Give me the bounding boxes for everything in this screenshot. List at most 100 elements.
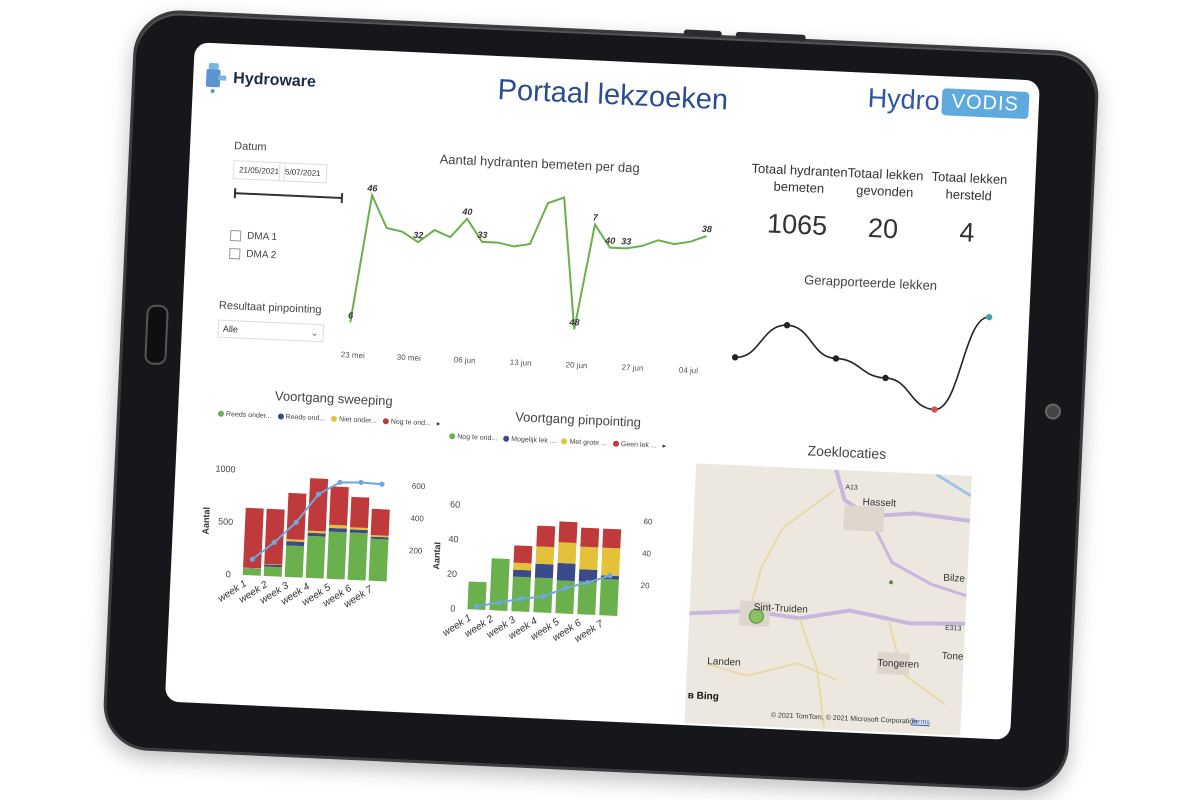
map-label-tone: Tone (941, 650, 964, 663)
bar-segment[interactable] (536, 525, 556, 548)
map-label-tongeren: Tongeren (877, 657, 920, 671)
date-slider-track[interactable] (233, 192, 342, 200)
legend-color-icon (503, 435, 510, 442)
bar-segment[interactable] (602, 528, 622, 549)
bar-segment[interactable] (513, 545, 533, 564)
reported-leaks-line (735, 316, 990, 411)
bar-segment[interactable] (264, 563, 283, 566)
hydrant-icon (205, 62, 227, 94)
bar-segment[interactable] (535, 546, 555, 565)
camera-icon (1044, 403, 1062, 420)
hydrants-series-line (349, 191, 707, 330)
bar-segment[interactable] (329, 486, 349, 526)
bar-segment[interactable] (307, 532, 326, 537)
bar-segment[interactable] (580, 527, 600, 548)
bar-segment[interactable] (555, 580, 575, 614)
bar-segment[interactable] (286, 539, 305, 542)
bar-segment[interactable] (489, 558, 510, 611)
bar-segment[interactable] (286, 492, 307, 540)
date-to-input[interactable]: 5/07/2021 (278, 162, 328, 184)
bar-segment[interactable] (243, 567, 262, 569)
bar-segment[interactable] (326, 531, 347, 580)
dma1-checkbox[interactable] (229, 230, 242, 242)
bar-segment[interactable] (534, 563, 554, 579)
bar-segment[interactable] (511, 576, 531, 612)
home-button[interactable] (144, 304, 169, 366)
bar-segment[interactable] (243, 568, 262, 570)
bar-segment[interactable] (286, 541, 305, 547)
hydrants-data-label: 6 (348, 310, 354, 320)
legend-color-icon (330, 415, 338, 423)
hydrants-x-tick: 30 mei (397, 353, 422, 363)
reported-leaks-title: Gerapporteerde lekken (803, 272, 938, 294)
bar-segment[interactable] (512, 569, 532, 578)
map-terms-link[interactable]: Terms (910, 718, 930, 727)
dma1-checkbox-row[interactable]: DMA 1 (229, 230, 277, 243)
bar-segment[interactable] (307, 530, 326, 534)
legend-item[interactable]: Met grote ... (561, 438, 607, 447)
map-title: Zoeklocaties (807, 442, 887, 462)
hydrants-x-tick: 20 jun (565, 360, 587, 370)
bar-segment[interactable] (242, 568, 261, 576)
y-axis-label: Aantal (431, 542, 442, 570)
bing-text: Bing (696, 690, 720, 703)
bar-segment[interactable] (368, 538, 389, 582)
dma2-checkbox-row[interactable]: DMA 2 (229, 247, 277, 262)
bar-segment[interactable] (579, 546, 599, 570)
bar-segment[interactable] (599, 578, 619, 616)
bar-segment[interactable] (577, 581, 597, 615)
date-from-input[interactable]: 21/05/2021 (232, 160, 286, 182)
reported-leaks-point (931, 406, 938, 413)
bar-segment[interactable] (347, 532, 368, 581)
map-marker[interactable] (748, 608, 764, 624)
bar-segment[interactable] (558, 521, 578, 543)
legend-item[interactable]: Niet onder... (330, 415, 377, 424)
hydrants-data-label: 33 (477, 230, 487, 240)
bar-segment[interactable] (349, 527, 368, 531)
legend-label: Nog te ond... (390, 417, 432, 427)
legend-item[interactable]: Reeds ond... (277, 413, 325, 422)
date-slider-handle-end[interactable] (340, 192, 344, 204)
bar-segment[interactable] (328, 524, 348, 529)
y-axis-tick: 0 (225, 569, 230, 579)
legend-item[interactable]: Geen lek ... (612, 440, 657, 450)
bar-segment[interactable] (370, 508, 390, 536)
bar-segment[interactable] (328, 527, 347, 533)
bar-segment[interactable] (264, 508, 285, 565)
pinpointing-dropdown[interactable]: Alle ⌄ (217, 319, 325, 343)
bar-segment[interactable] (556, 562, 576, 582)
bar-segment[interactable] (349, 496, 370, 529)
date-slider-handle-start[interactable] (233, 188, 237, 199)
bar-segment[interactable] (578, 569, 598, 583)
legend-item[interactable]: Nog te ond... (449, 433, 497, 442)
bar-segment[interactable] (601, 547, 621, 577)
dma2-checkbox[interactable] (229, 247, 241, 260)
bar-segment[interactable] (370, 535, 389, 538)
bar-segment[interactable] (513, 562, 532, 571)
legend-item[interactable]: Mogelijk lek ... (503, 435, 556, 444)
hydrants-line-chart: 6 46 32 40 33 48 7 40 33 38 23 mei 30 mei 06 jun 13 … (341, 183, 713, 375)
bar-segment[interactable] (264, 564, 283, 568)
hydrants-data-label: 32 (413, 230, 423, 240)
bar-segment[interactable] (370, 536, 389, 540)
y-axis-tick: 20 (447, 569, 457, 579)
bar-segment[interactable] (284, 545, 305, 578)
legend-item[interactable]: Nog te ond... (382, 417, 432, 427)
legend-next-icon[interactable]: ▸ (662, 442, 667, 450)
bar-segment[interactable] (263, 566, 283, 577)
bar-segment[interactable] (349, 529, 368, 534)
reported-leaks-point (731, 354, 739, 361)
legend-item[interactable]: Reeds onder... (217, 410, 272, 420)
dma2-label: DMA 2 (246, 248, 277, 262)
bar-segment[interactable] (467, 581, 487, 610)
search-locations-map[interactable]: Hasselt Sint-Truiden Landen Tongeren Bil… (684, 463, 972, 736)
bar-segment[interactable] (557, 542, 577, 564)
y-axis-tick: 1000 (215, 464, 235, 475)
legend-next-icon[interactable]: ▸ (436, 420, 441, 428)
y-axis-tick: 500 (218, 516, 233, 527)
map-marker-small[interactable] (889, 580, 894, 585)
bar-segment[interactable] (305, 535, 326, 579)
power-button (683, 29, 722, 38)
legend-label: Geen lek ... (620, 440, 657, 450)
